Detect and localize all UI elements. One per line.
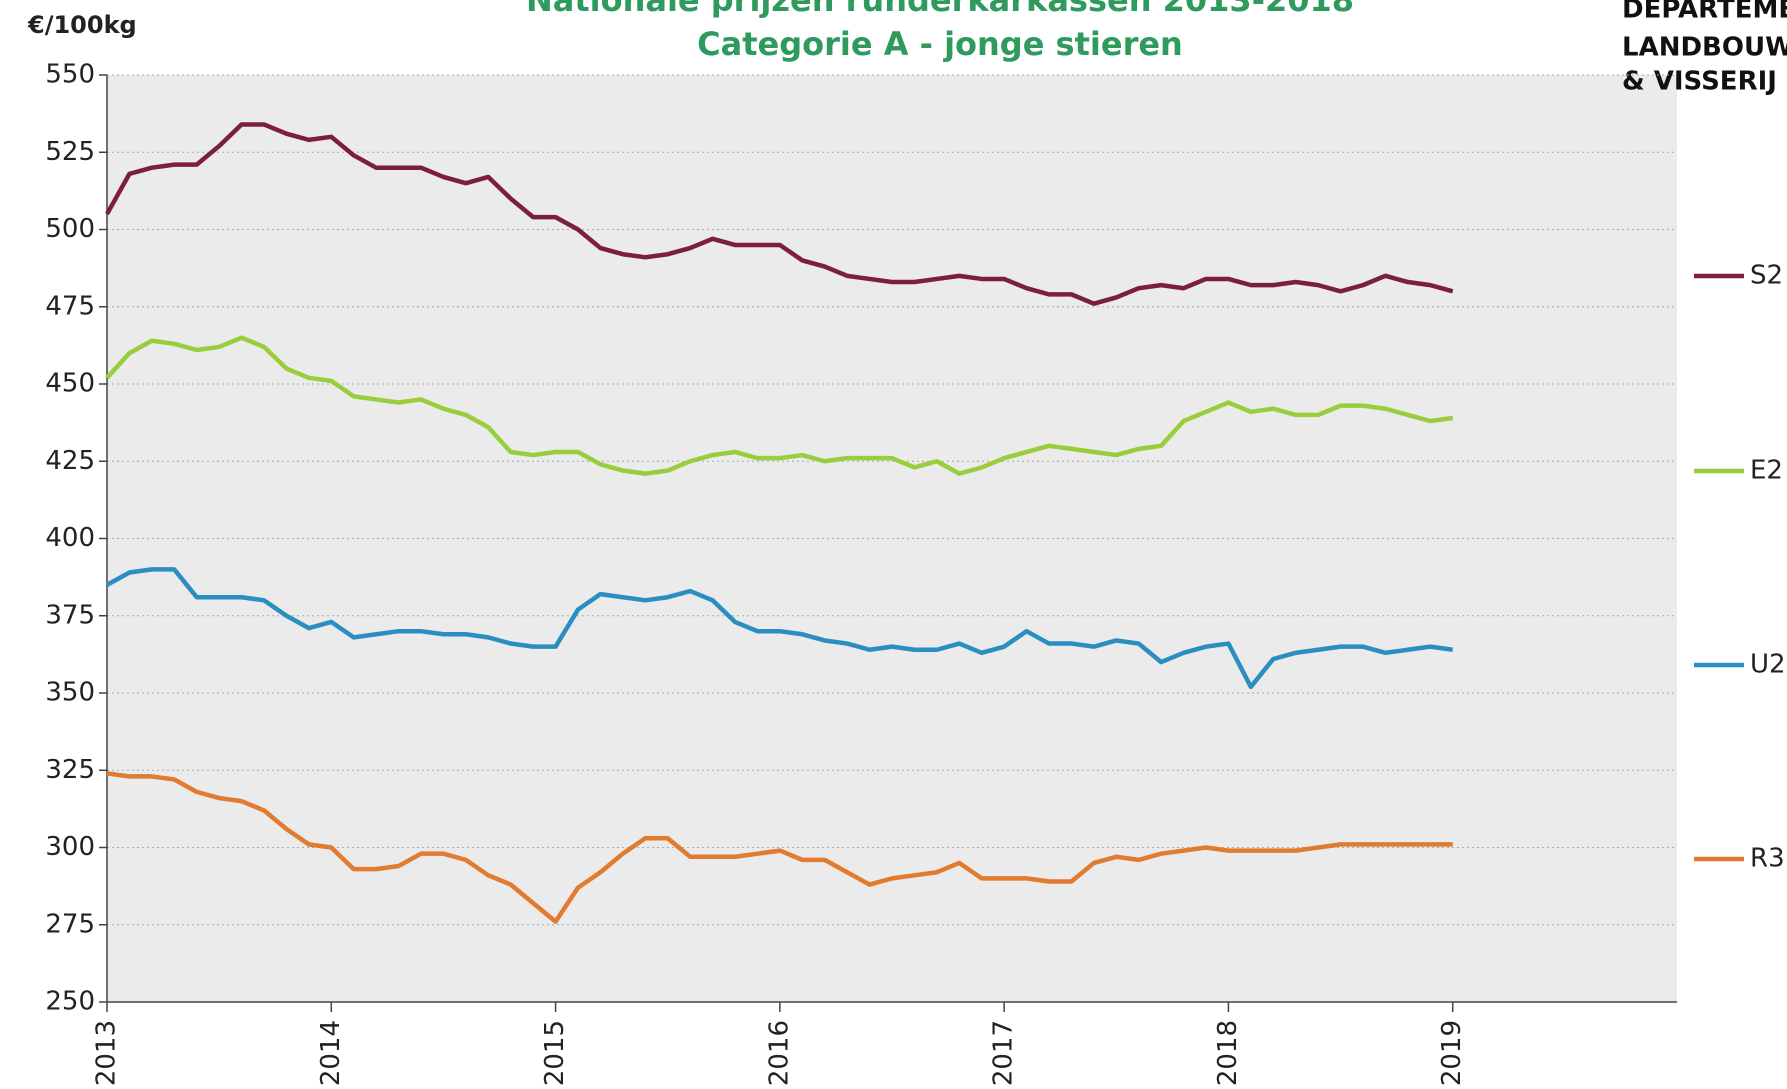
y-tick-label: 350: [45, 678, 95, 708]
y-tick-label: 400: [45, 523, 95, 553]
series-line: [105, 567, 1454, 690]
y-tick-label: 325: [45, 755, 95, 785]
y-tick-label: 450: [45, 369, 95, 399]
logo-text: & VISSERIJ: [1622, 67, 1777, 97]
y-tick-label: 425: [45, 446, 95, 476]
x-tick-label: 2019: [1437, 1020, 1467, 1086]
x-tick-label: 2014: [316, 1020, 346, 1086]
y-axis-label: €/100kg: [27, 11, 137, 39]
series-line: [106, 771, 1453, 924]
x-tick-label: 2013: [92, 1020, 122, 1086]
y-tick-label: 275: [45, 909, 95, 939]
series-line: [105, 122, 1454, 306]
y-tick-label: 475: [45, 291, 95, 321]
x-tick-label: 2015: [540, 1020, 570, 1086]
legend-label: U2: [1750, 650, 1786, 680]
logo-text: DEPARTEMENT: [1622, 0, 1787, 25]
legend-label: R3: [1750, 844, 1785, 874]
legend-label: S2: [1750, 261, 1783, 291]
legend-label: E2: [1750, 456, 1783, 486]
logo-text: LANDBOUW: [1622, 33, 1787, 63]
series-line: [105, 335, 1454, 476]
chart-subtitle: Categorie A - jonge stieren: [697, 25, 1183, 63]
y-tick-label: 375: [45, 600, 95, 630]
x-tick-label: 2016: [764, 1020, 794, 1086]
y-tick-label: 500: [45, 214, 95, 244]
x-tick-label: 2017: [989, 1020, 1019, 1086]
x-tick-label: 2018: [1213, 1020, 1243, 1086]
y-tick-label: 525: [45, 137, 95, 167]
y-tick-label: 300: [45, 832, 95, 862]
chart-title: Nationale prijzen runderkarkassen 2013-2…: [526, 0, 1354, 19]
y-tick-label: 550: [45, 60, 95, 90]
y-tick-label: 250: [45, 987, 95, 1017]
